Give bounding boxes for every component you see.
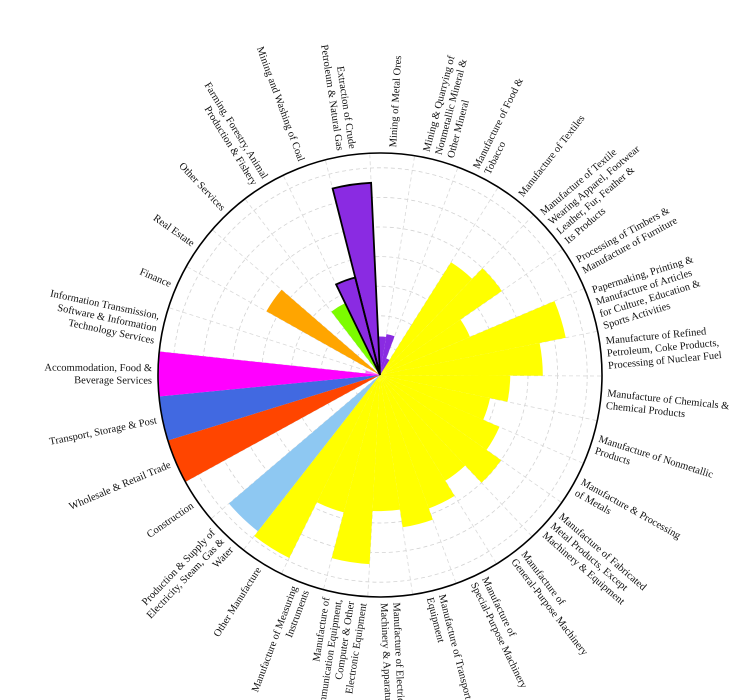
category-label-5: Manufacture of Chemicals &Chemical Produ…: [605, 388, 730, 424]
grid-ring: [201, 196, 559, 554]
bar-29: [380, 334, 395, 375]
category-label-23: Real Estate: [151, 213, 196, 250]
category-label-10: Manufacture ofSpecial-Purpose Machinery: [468, 575, 540, 691]
bar-11: [380, 375, 433, 528]
category-label-12: Manufacture of ElectricalMachinery & App…: [378, 602, 406, 700]
category-label-17: Construction: [145, 500, 197, 540]
grid-spoke: [379, 288, 585, 376]
bar-16: [228, 375, 380, 532]
grid-spoke: [244, 198, 381, 376]
grid-spoke: [211, 229, 381, 376]
bar-8: [380, 375, 502, 483]
category-label-29: Mining & Quarrying ofNonmetallic Mineral…: [422, 54, 482, 159]
grid-spoke: [379, 214, 534, 376]
bar-15: [254, 375, 380, 558]
bar-20: [157, 351, 380, 397]
bar-outline-27: [331, 181, 381, 376]
category-label-3: Papermaking, Printing &Manufacture of Ar…: [591, 254, 706, 331]
bar-2: [380, 319, 470, 375]
category-label-25: Farming, Forestry, AnimalProduction & Fi…: [191, 81, 270, 189]
bar-1: [380, 268, 502, 375]
bar-13: [331, 375, 380, 565]
bar-5: [380, 375, 511, 402]
category-label-21: Information Transmission,Software & Info…: [44, 288, 161, 346]
category-label-24: Other Services: [176, 161, 227, 214]
grid-ring: [172, 167, 588, 583]
category-label-15: Other Manufacture: [212, 565, 264, 639]
bar-9: [380, 375, 466, 481]
category-label-16: Production & Supply ofElectricity, Steam…: [136, 527, 236, 629]
grid-spoke: [379, 330, 598, 376]
bar-12: [372, 375, 401, 512]
category-label-14: Manufacture of MeasuringInstruments: [250, 584, 312, 698]
category-label-6: Manufacture of NonmetallicProducts: [593, 434, 714, 493]
bar-19: [159, 375, 380, 441]
bar-21: [365, 370, 380, 375]
grid-spoke: [379, 374, 603, 377]
grid-spoke: [379, 374, 598, 422]
category-label-28: Mining of Metal Ores: [388, 55, 404, 147]
category-label-18: Wholesale & Retail Trade: [68, 460, 173, 513]
polar-bars: [157, 181, 566, 565]
grid-spoke: [379, 186, 499, 376]
category-label-22: Finance: [138, 267, 173, 290]
bar-4: [380, 342, 543, 376]
outer-circle: [157, 152, 603, 598]
bar-0: [380, 262, 473, 375]
bar-3: [380, 301, 566, 375]
bar-6: [380, 375, 491, 420]
category-label-26: Mining and Washing of Coal: [254, 45, 306, 163]
category-label-20: Accommodation, Food & Beverage Services: [44, 363, 152, 387]
bar-7: [380, 375, 500, 450]
category-label-4: Manufacture of RefinedPetroleum, Coke Pr…: [605, 325, 722, 372]
bar-25: [331, 303, 380, 375]
grid-spoke: [168, 307, 381, 376]
category-label-11: Manufacture of TransportEquipment: [424, 593, 473, 700]
bar-18: [167, 375, 380, 482]
bar-10: [380, 375, 455, 509]
category-label-30: Manufacture of Food &Tobacco: [472, 76, 538, 176]
bar-23: [266, 289, 380, 375]
grid-spoke: [186, 266, 381, 376]
category-label-27: Extraction of CrudePetroleum & Natural G…: [318, 42, 357, 152]
bar-30: [380, 358, 390, 375]
bar-14: [316, 375, 380, 513]
outer-ring: [157, 152, 603, 598]
category-label-13: Manufacture ofCommunication Equipment,Co…: [303, 596, 370, 700]
category-label-19: Transport, Storage & Post: [48, 415, 157, 447]
